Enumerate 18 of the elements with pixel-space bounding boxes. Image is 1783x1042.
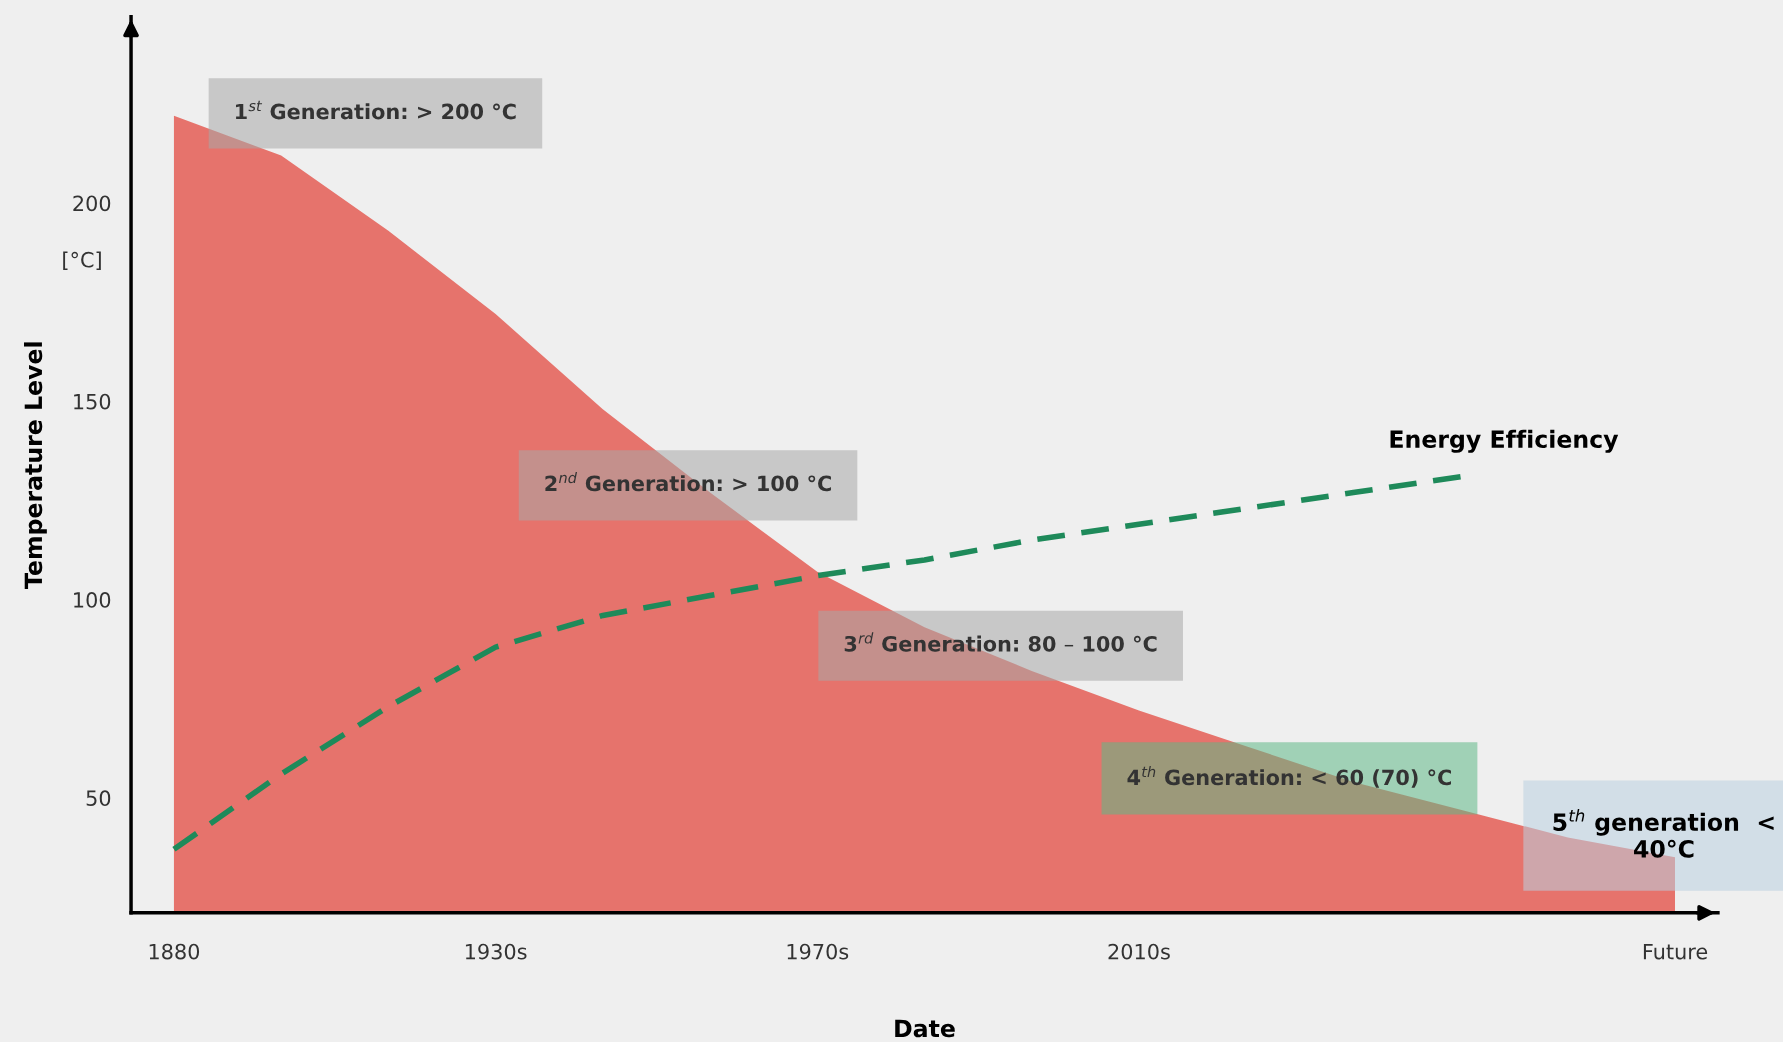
x-tick-label: 1880 [149, 943, 200, 960]
x-tick-label: 1970s [787, 943, 849, 960]
y-tick-label: 150 [74, 393, 111, 410]
annotation: 3$^{rd}$ Generation: 80 – 100 °C [844, 632, 1157, 652]
y-tick-label: 200 [73, 195, 111, 212]
x-tick-label: 2010s [1108, 943, 1170, 960]
x-axis-title: Date [895, 1019, 955, 1038]
y-tick-label: 100 [74, 592, 111, 608]
annotation: 1$^{st}$ Generation: > 200 °C [236, 100, 516, 120]
annotation: 2$^{nd}$ Generation: > 100 °C [545, 471, 831, 492]
annotation: 4$^{th}$ Generation: < 60 (70) °C [1127, 765, 1451, 788]
x-tick-label: Future [1643, 943, 1708, 960]
y-axis-title: Temperature Level [23, 342, 47, 589]
x-tick-label: 1930s [465, 943, 527, 960]
annotation: 5$^{th}$ generation < 40°C [1553, 809, 1774, 858]
series-label: Energy Efficiency [1390, 429, 1619, 453]
text: [°C] [63, 251, 101, 271]
y-tick-label: 50 [86, 790, 111, 807]
